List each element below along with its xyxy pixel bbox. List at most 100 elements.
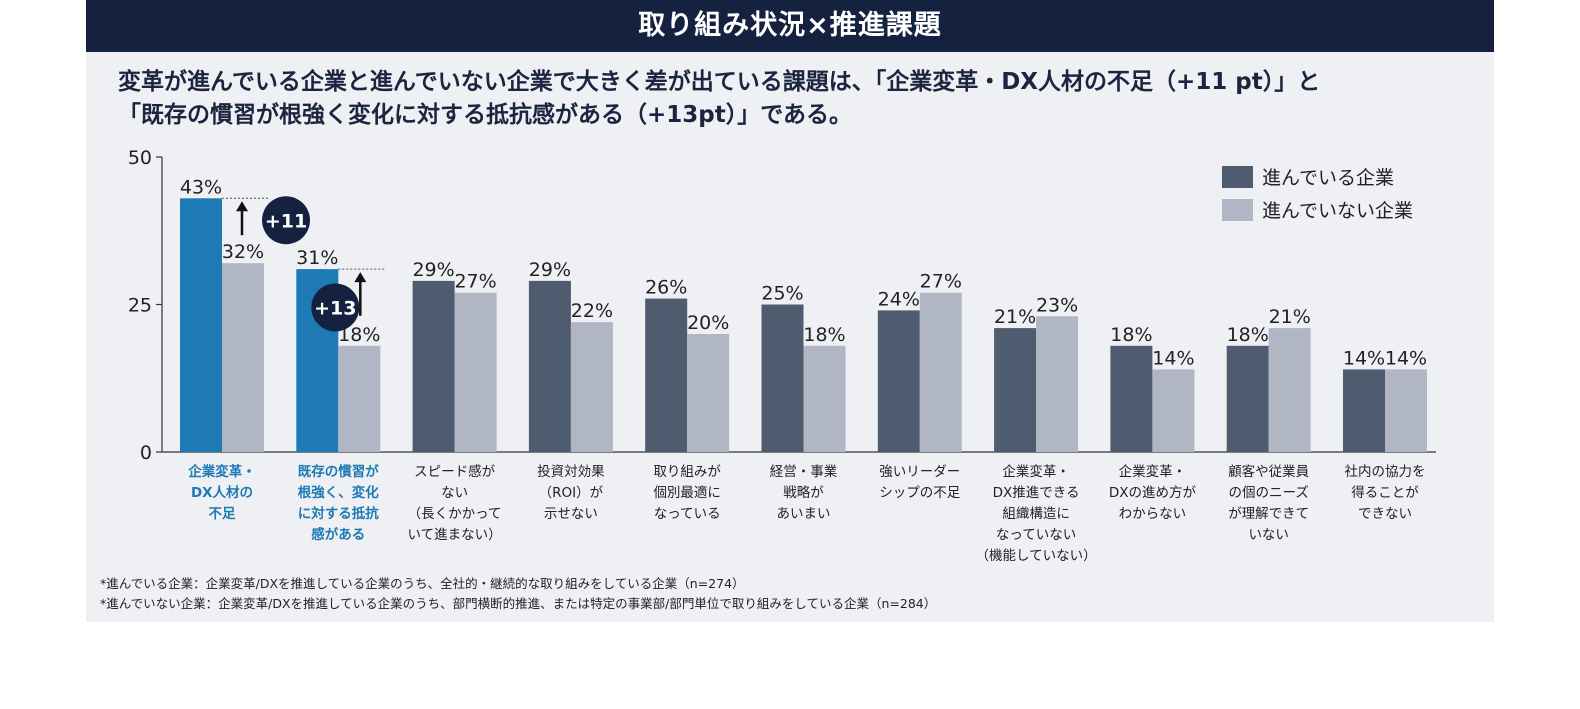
category-label: 社内の協力を得ることができない [1345,464,1426,522]
value-label-not-advanced: 22% [571,300,613,322]
gap-arrow-head [236,201,248,212]
bar-not-advanced [1385,369,1427,452]
category-label-line: 既存の慣習が [298,463,379,480]
banner-title: 取り組み状況×推進課題 [86,0,1494,52]
footnote-advanced: *進んでいる企業：企業変革/DXを推進している企業のうち、全社的・継続的な取り組… [100,576,745,591]
bar-advanced [645,298,688,452]
category-label: 企業変革・ DX推進できる組織構造になっていない （機能していない） [976,463,1097,564]
bar-advanced [877,310,920,452]
category-label-line: 示せない [544,506,598,522]
headline-line-1: 変革が進んでいる企業と進んでいない企業で大きく差が出ている課題は、「企業変革・D… [118,69,1321,95]
category-label-line: シップの不足 [879,485,960,501]
bar-not-advanced [803,345,846,452]
category-label-line: が理解できて [1228,506,1309,522]
value-label-advanced: 21% [994,306,1036,328]
bar-not-advanced [222,263,264,452]
headline: 変革が進んでいる企業と進んでいない企業で大きく差が出ている課題は、「企業変革・D… [118,66,1478,132]
category-label-line: DX人材の [191,484,253,501]
value-label-not-advanced: 21% [1269,306,1311,328]
gap-badge-label: +11 [265,210,307,232]
legend-label: 進んでいる企業 [1262,167,1394,189]
value-label-not-advanced: 18% [803,324,845,346]
category-label-line: いて進まない） [408,527,502,543]
value-label-not-advanced: 14% [1152,347,1194,369]
legend-label: 進んでいない企業 [1262,200,1413,222]
category-label-line: 不足 [209,506,236,522]
category-label: 経営・事業戦略があいまい [770,464,838,522]
value-label-advanced: 26% [645,277,687,299]
category-label-line: 得ることが [1351,484,1419,501]
category-label-line: いない [1248,527,1289,543]
category-label-line: スピード感が [414,463,495,480]
y-tick-label: 50 [128,147,152,169]
bar-advanced [180,198,222,452]
category-label-line: なっている [654,506,721,522]
bar-not-advanced [919,292,962,452]
bar-not-advanced [1036,316,1079,452]
value-label-advanced: 24% [878,288,920,310]
category-label-line: （機能していない） [976,548,1097,564]
value-label-not-advanced: 27% [920,271,962,293]
value-label-advanced: 29% [529,259,571,281]
category-label-line: 投資対効果 [537,464,605,480]
category-label-line: 強いリーダー [879,464,960,480]
footnote-not-advanced: *進んでいない企業：企業変革/DXを推進している企業のうち、部門横断的推進、また… [100,596,937,611]
bar-not-advanced [454,292,497,452]
category-label-line: （長くかかって [408,506,502,522]
category-label-line: 企業変革・ [187,463,256,480]
category-label-line: 企業変革・ [1119,463,1187,480]
value-label-advanced: 29% [412,259,454,281]
value-label-not-advanced: 23% [1036,294,1078,316]
gap-arrow-head [354,272,367,283]
category-label: 投資対効果 （ROI）が示せない [537,464,605,522]
category-label-line: なっていない [996,527,1076,543]
bar-advanced [412,280,455,452]
value-label-advanced: 31% [296,247,338,269]
category-label: 顧客や従業員の個のニーズが理解できていない [1228,463,1309,543]
category-label-line: 取り組みが [653,464,721,480]
category-label-line: 根強く、変化 [298,484,379,501]
y-tick-label: 25 [128,295,152,317]
bar-not-advanced [687,334,730,452]
bar-advanced [1110,345,1153,452]
bar-not-advanced [1268,328,1311,452]
value-label-not-advanced: 18% [338,324,380,346]
footnotes: *進んでいる企業：企業変革/DXを推進している企業のうち、全社的・継続的な取り組… [100,574,936,614]
category-label-line: DX推進できる [993,485,1080,501]
bar-not-advanced [570,322,613,452]
bar-advanced [528,280,571,452]
category-label-line: できない [1358,506,1412,522]
category-label-line: DXの進め方が [1109,485,1197,501]
value-label-not-advanced: 27% [454,271,496,293]
category-label-line: ない [441,485,468,501]
category-label: 企業変革・ DXの進め方がわからない [1109,463,1197,522]
legend-swatch [1222,166,1253,188]
gap-badge [262,196,310,245]
category-label-line: に対する抵抗 [298,505,379,522]
legend-swatch [1222,199,1253,221]
category-label: 既存の慣習が根強く、変化に対する抵抗感がある [298,463,379,543]
category-label: 企業変革・ DX人材の不足 [187,463,256,522]
category-label: 強いリーダーシップの不足 [879,464,960,501]
category-label-line: わからない [1119,506,1187,522]
value-label-advanced: 18% [1110,324,1152,346]
category-label-line: 感がある [311,526,365,543]
category-label: スピード感がない （長くかかっていて進まない） [408,463,502,543]
value-label-not-advanced: 32% [222,241,264,263]
category-label: 取り組みが個別最適になっている [653,464,721,522]
category-label-line: 企業変革・ [1002,463,1070,480]
category-label-line: 戦略が [783,485,824,501]
value-label-advanced: 25% [761,283,803,305]
value-label-advanced: 18% [1227,324,1269,346]
category-label-line: （ROI）が [539,485,604,501]
category-label-line: 組織構造に [1002,506,1070,522]
category-label-line: 顧客や従業員 [1228,463,1309,480]
bar-not-advanced [338,345,381,452]
gap-badge-label: +13 [314,297,356,319]
category-label-line: の個のニーズ [1229,485,1309,501]
bar-chart: 0 25 50 43% 32% 企業変革・ DX人材の不足 31% 18% 既存の慣習が根強く、変… [128,147,1436,564]
value-label-not-advanced: 14% [1385,347,1427,369]
category-label-line: あいまい [777,506,831,522]
bar-advanced [1226,345,1269,452]
gap-badge [311,283,360,332]
